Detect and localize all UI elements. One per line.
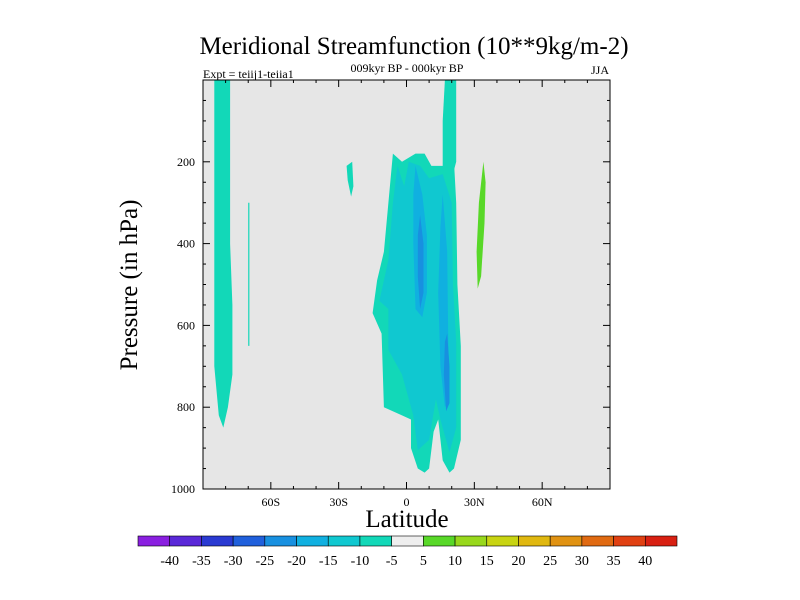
colorbar-swatch (296, 535, 329, 547)
y-tick-label: 1000 (171, 482, 195, 496)
colorbar-swatch (518, 535, 551, 547)
colorbar-swatch (359, 535, 392, 547)
colorbar-label: 20 (511, 554, 525, 569)
colorbar-swatch (486, 535, 519, 547)
y-tick-label: 400 (177, 237, 195, 251)
contour-nh-positive-strip (476, 161, 486, 289)
colorbar-label: 35 (607, 554, 621, 569)
colorbar-swatch (327, 535, 361, 547)
y-tick-label: 200 (177, 155, 195, 169)
colorbar-label: 25 (543, 554, 557, 569)
x-tick-label: 60S (261, 495, 280, 509)
chart-experiment: Expt = teiij1-teiia1 (203, 67, 294, 81)
contour-mid-lat-blob (346, 161, 354, 197)
colorbar-label: -35 (192, 554, 211, 569)
colorbar-label: -30 (224, 554, 243, 569)
colorbar-swatch (137, 535, 171, 547)
axes: 60S 30S 0 30N 60N 200 400 600 800 1000 (171, 79, 611, 509)
x-tick-label: 60N (532, 495, 553, 509)
colorbar-label: -15 (319, 554, 338, 569)
colorbar-swatch (581, 535, 614, 547)
colorbar-label: -20 (287, 554, 306, 569)
contour-nh-upper-column (442, 80, 457, 170)
chart-subtitle: 009kyr BP - 000kyr BP (351, 61, 464, 75)
chart-title: Meridional Streamfunction (10**9kg/m-2) (199, 33, 628, 60)
colorbar-swatch (549, 535, 583, 547)
colorbar-label: -10 (351, 554, 370, 569)
colorbar-swatch (644, 535, 678, 547)
colorbar-swatch (201, 535, 234, 547)
colorbar-swatch (232, 535, 266, 547)
colorbar-label: 5 (420, 554, 427, 569)
y-tick-label: 800 (177, 400, 195, 414)
x-tick-label: 30S (329, 495, 348, 509)
plot-area (203, 80, 610, 489)
contour-sh-high-lat-column (214, 80, 233, 428)
contour-tropical-cell-deep-core (417, 215, 424, 309)
colorbar-swatch (264, 535, 297, 547)
y-tick-label: 600 (177, 318, 195, 332)
colorbar-label: -40 (160, 554, 179, 569)
colorbar-label: 10 (448, 554, 462, 569)
contour-sh-thin-strip (248, 202, 250, 346)
colorbar: -40 -35 -30 -25 -20 -15 -10 -5 5 10 15 20 25 30 35 40 (137, 535, 678, 569)
chart-season: JJA (591, 63, 609, 77)
colorbar-swatch (423, 535, 456, 547)
colorbar-swatch (391, 535, 424, 547)
x-tick-label: 0 (404, 495, 410, 509)
colorbar-label: -25 (255, 554, 274, 569)
colorbar-label: 40 (638, 554, 652, 569)
colorbar-label: 15 (480, 554, 494, 569)
x-tick-label: 30N (464, 495, 485, 509)
colorbar-swatch (613, 535, 646, 547)
colorbar-swatch (169, 535, 202, 547)
x-axis-label: Latitude (365, 506, 448, 533)
colorbar-label: 30 (575, 554, 589, 569)
colorbar-swatch (454, 535, 488, 547)
y-axis-label: Pressure (in hPa) (116, 200, 143, 371)
contour-tropical-cell-deep-core-2 (443, 333, 450, 412)
colorbar-label: -5 (386, 554, 398, 569)
